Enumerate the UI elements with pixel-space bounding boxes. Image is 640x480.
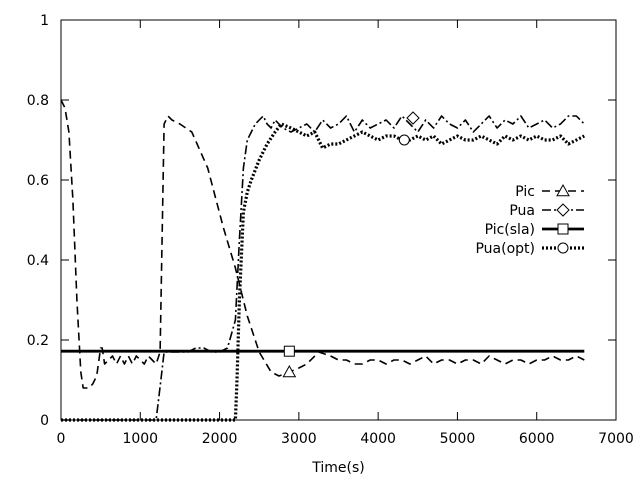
legend-label-0: Pic bbox=[515, 184, 535, 200]
series-layer bbox=[60, 99, 586, 422]
legend-label-3: Pua(opt) bbox=[475, 241, 535, 257]
legend-label-2: Pic(sla) bbox=[485, 222, 535, 238]
series-line-1 bbox=[61, 115, 585, 421]
x-tick-label: 2000 bbox=[202, 431, 238, 447]
x-tick-label: 1000 bbox=[122, 431, 158, 447]
x-axis-title: Time(s) bbox=[311, 460, 364, 476]
series-marker-3 bbox=[398, 134, 410, 146]
series-line-0 bbox=[60, 99, 585, 389]
y-tick-label: 0.6 bbox=[27, 173, 49, 189]
x-tick-label: 3000 bbox=[281, 431, 317, 447]
y-tick-label: 0.4 bbox=[27, 253, 49, 269]
y-tick-label: 0.8 bbox=[27, 93, 49, 109]
legend-marker-0 bbox=[556, 183, 570, 197]
series-marker-0 bbox=[282, 364, 297, 378]
y-tick-label: 0 bbox=[40, 413, 49, 429]
legend: Pic Pua Pic(sla) Pua(opt) bbox=[475, 183, 584, 257]
legend-marker-2 bbox=[557, 223, 569, 235]
legend-marker-1 bbox=[556, 203, 570, 217]
series-line-3 bbox=[61, 122, 586, 422]
y-tick-label: 1 bbox=[40, 13, 49, 29]
axis-ticks: 0 1000 2000 3000 4000 5000 6000 7000 0 0.2 0.4 0.6 0… bbox=[27, 13, 634, 447]
series-marker-1 bbox=[406, 111, 420, 125]
x-tick-label: 5000 bbox=[440, 431, 476, 447]
y-tick-label: 0.2 bbox=[27, 333, 49, 349]
legend-marker-3 bbox=[557, 242, 569, 254]
plot-frame bbox=[60, 19, 617, 421]
x-tick-label: 4000 bbox=[360, 431, 396, 447]
series-marker-2 bbox=[283, 345, 295, 357]
legend-label-1: Pua bbox=[509, 203, 535, 219]
x-tick-label: 6000 bbox=[519, 431, 555, 447]
x-tick-label: 0 bbox=[57, 431, 66, 447]
x-tick-label: 7000 bbox=[598, 431, 634, 447]
